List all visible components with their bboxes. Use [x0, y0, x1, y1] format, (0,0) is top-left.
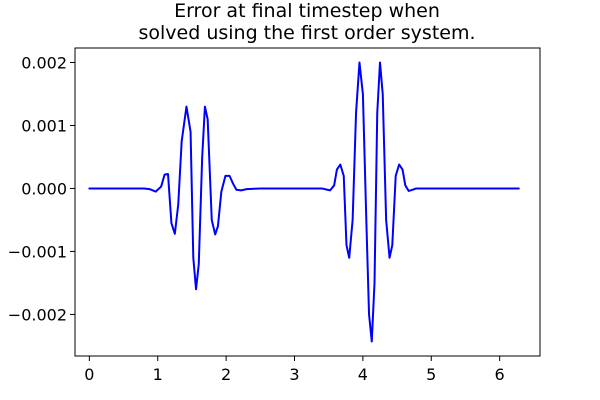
y-tick-label: 0.000: [21, 179, 67, 198]
chart-title-line: solved using the first order system.: [138, 22, 475, 44]
y-axis: −0.002 −0.001 0.000 0.001 0.002: [8, 53, 75, 324]
y-tick-label: 0.002: [21, 53, 67, 72]
y-tick-label: −0.001: [8, 242, 67, 261]
x-axis: 0 1 2 3 4 5 6: [84, 356, 505, 384]
x-tick-label: 3: [289, 365, 299, 384]
y-tick-label: 0.001: [21, 116, 67, 135]
axes-frame: [74, 47, 541, 357]
x-tick-label: 0: [84, 365, 94, 384]
x-tick-label: 4: [358, 365, 368, 384]
x-tick-label: 6: [495, 365, 505, 384]
x-tick-label: 2: [221, 365, 231, 384]
x-tick-label: 1: [153, 365, 163, 384]
chart-title: Error at final timestep when solved using…: [138, 0, 475, 44]
x-tick-label: 5: [426, 365, 436, 384]
chart-title-line: Error at final timestep when: [174, 0, 440, 22]
y-tick-label: −0.002: [8, 305, 67, 324]
error-series-line: [88, 61, 520, 343]
plot-area: [88, 61, 520, 343]
